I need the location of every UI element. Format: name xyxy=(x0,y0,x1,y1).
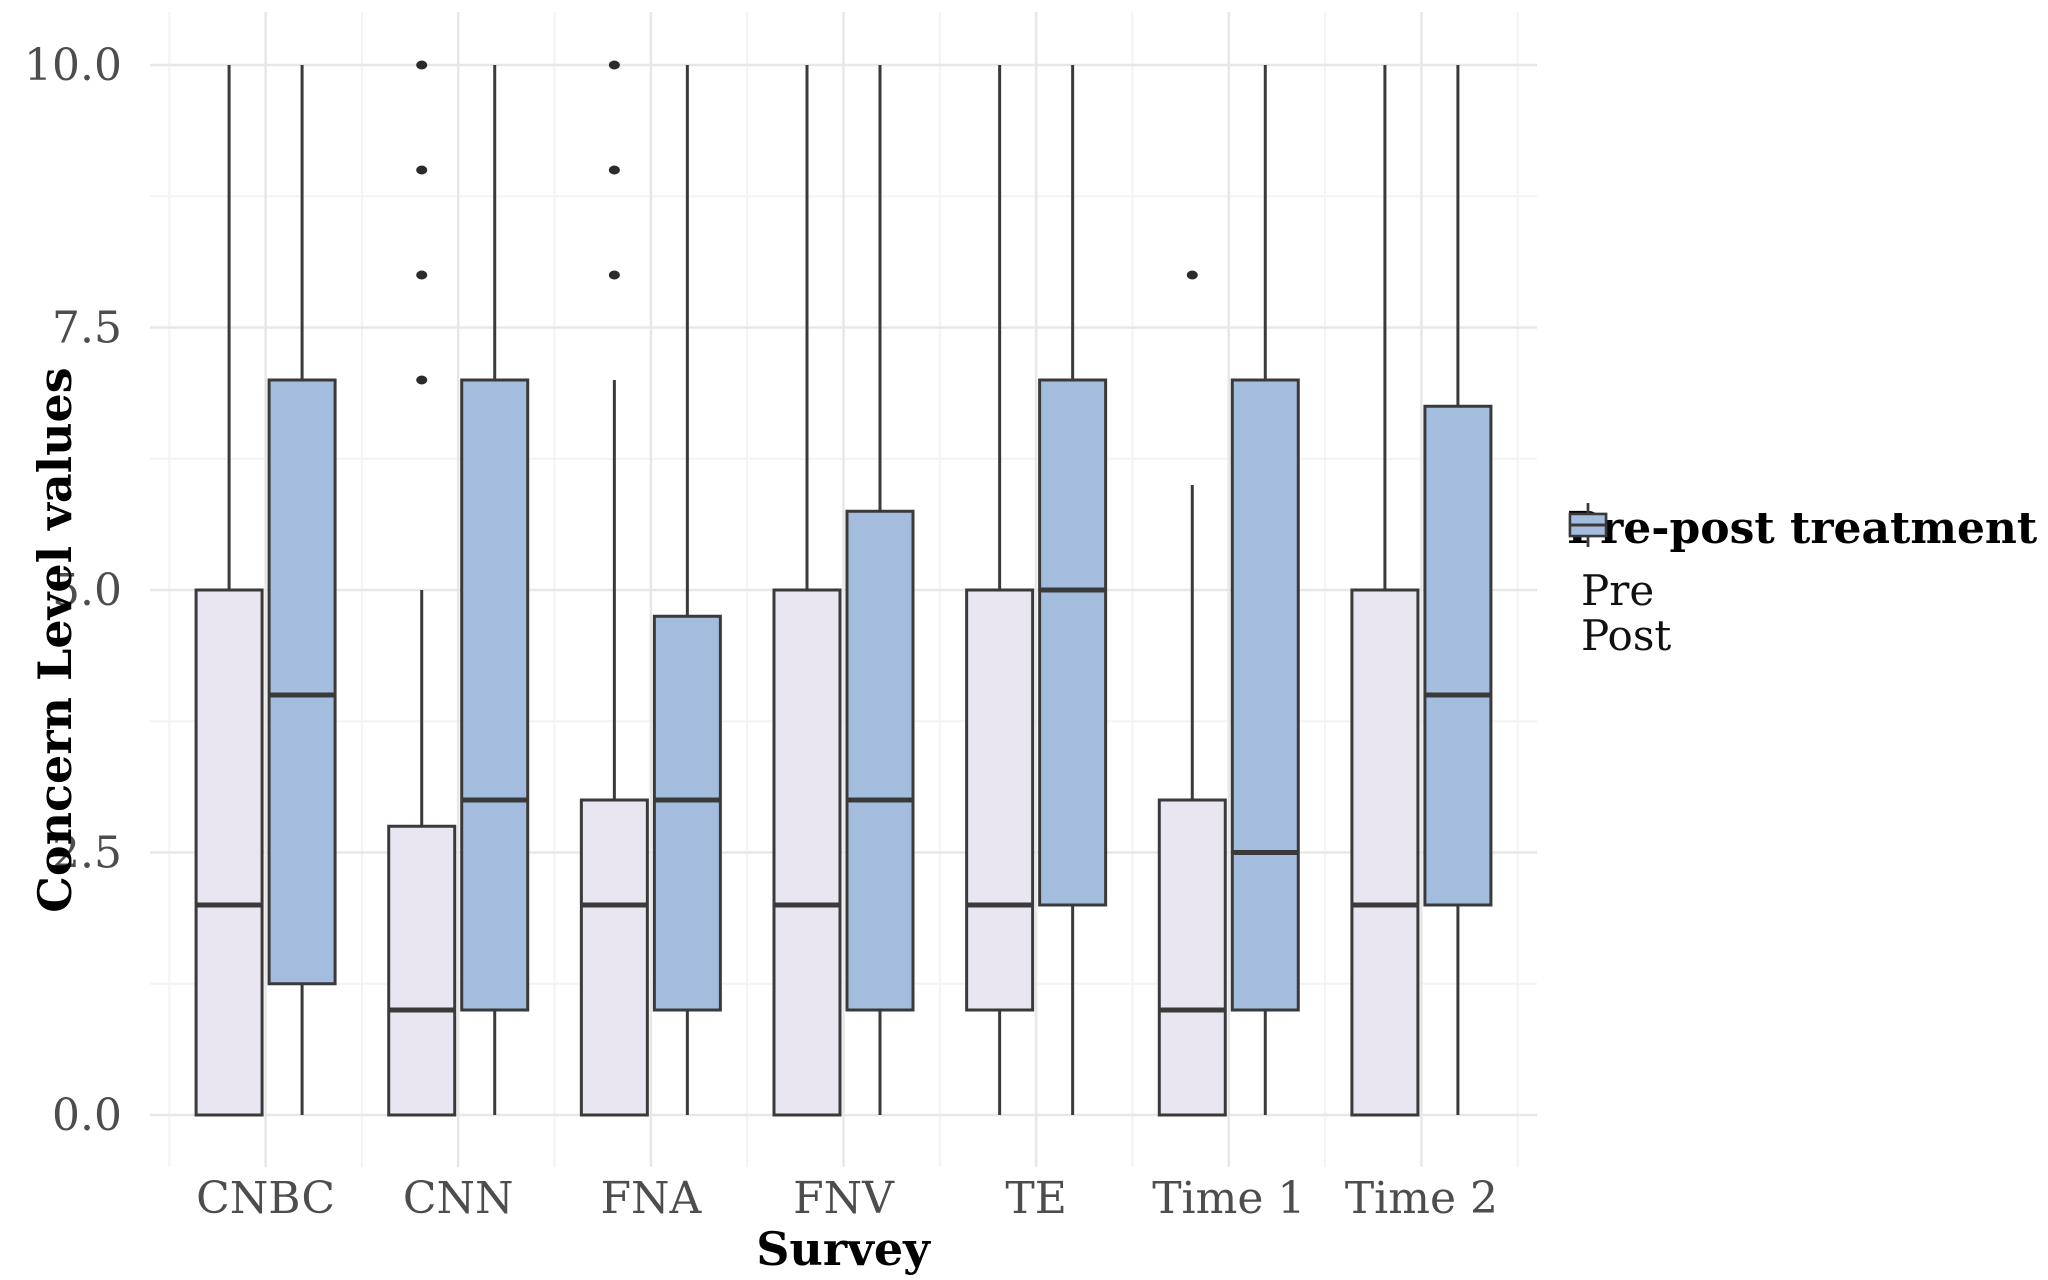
y-tick-label: 2.5 xyxy=(52,828,122,879)
box-post-CNN xyxy=(460,378,530,1012)
legend-entry-pre: Pre xyxy=(1567,503,2037,615)
box-pre-Time 1 xyxy=(1157,798,1227,1117)
y-tick-label: 7.5 xyxy=(52,303,122,354)
box-post-TE xyxy=(1038,378,1108,907)
box-post-CNBC xyxy=(267,378,337,986)
box-pre-CNBC xyxy=(194,588,264,1117)
box-pre-CNN-outlier xyxy=(416,270,428,280)
legend-entry-post: Post xyxy=(1567,503,2037,660)
legend-label-post: Post xyxy=(1581,610,1672,660)
box-post-Time 2 xyxy=(1423,404,1493,907)
box-post-FNA xyxy=(652,614,722,1012)
x-tick-label: FNV xyxy=(793,1173,895,1224)
box-pre-FNA xyxy=(579,798,649,1117)
y-tick-label: 0.0 xyxy=(52,1090,122,1141)
box-post-Time 1 xyxy=(1230,378,1300,1012)
x-tick-label: CNBC xyxy=(196,1173,335,1224)
box-post-FNV xyxy=(845,509,915,1012)
box-pre-FNA-outlier xyxy=(608,270,620,280)
legend: Pre-post treatment Pre Post xyxy=(1567,503,2037,658)
y-tick-label: 10.0 xyxy=(24,40,122,91)
box-pre-Time 1-outlier xyxy=(1186,270,1198,280)
y-tick-label: 5.0 xyxy=(52,565,122,616)
box-pre-CNN-outlier xyxy=(416,165,428,175)
x-tick-label: Time 2 xyxy=(1345,1173,1498,1224)
boxplot-key-post-icon xyxy=(1568,503,1608,547)
box-pre-CNN-outlier xyxy=(416,60,428,70)
x-axis-title: Survey xyxy=(756,1222,930,1276)
box-pre-FNA-outlier xyxy=(608,60,620,70)
x-tick-label: FNA xyxy=(600,1173,702,1224)
box-pre-CNN xyxy=(387,824,457,1117)
box-pre-FNA-outlier xyxy=(608,165,620,175)
x-tick-label: Time 1 xyxy=(1152,1173,1305,1224)
legend-title: Pre-post treatment xyxy=(1567,503,2038,554)
box-pre-FNV xyxy=(772,588,842,1117)
legend-label-pre: Pre xyxy=(1581,565,1655,615)
box-pre-CNN-outlier xyxy=(416,375,428,385)
x-tick-label: TE xyxy=(1005,1173,1066,1224)
box-pre-Time 2 xyxy=(1350,588,1420,1117)
y-axis-title: Concern Level values xyxy=(28,367,82,913)
box-pre-TE xyxy=(965,588,1035,1012)
x-tick-label: CNN xyxy=(403,1173,514,1224)
